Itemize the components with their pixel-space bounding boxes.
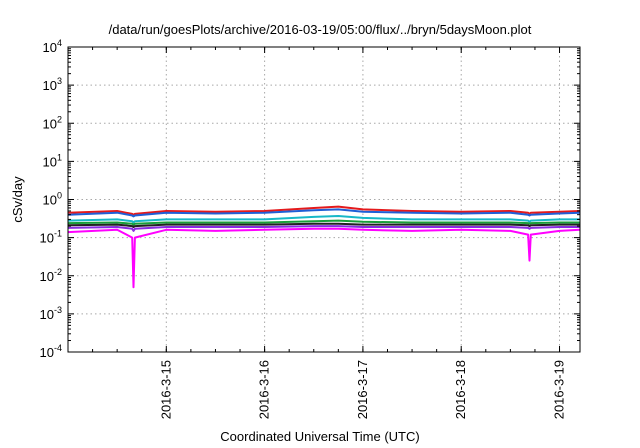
series-line-6 bbox=[67, 225, 580, 232]
series-layer bbox=[67, 205, 581, 289]
x-tick-label: 2016-3-18 bbox=[453, 360, 468, 419]
y-axis-ticks: 10-4 10-3 10-2 10-1 100 101 102 103 104 bbox=[40, 38, 580, 360]
x-tick-label: 2016-3-17 bbox=[355, 360, 370, 419]
y-tick-label: 100 bbox=[43, 191, 62, 208]
y-tick-label: 10-2 bbox=[40, 267, 62, 284]
y-tick-label: 104 bbox=[43, 38, 62, 55]
series-line-3 bbox=[67, 215, 580, 224]
y-tick-label: 101 bbox=[43, 152, 62, 169]
y-tick-label: 103 bbox=[43, 76, 62, 93]
y-tick-label: 10-1 bbox=[40, 229, 62, 246]
y-tick-label: 10-4 bbox=[40, 343, 62, 360]
x-tick-label: 2016-3-19 bbox=[552, 360, 567, 419]
series-line-1 bbox=[67, 205, 581, 216]
x-tick-label: 2016-3-16 bbox=[257, 360, 272, 419]
x-axis-label: Coordinated Universal Time (UTC) bbox=[220, 429, 420, 444]
x-tick-label: 2016-3-15 bbox=[158, 360, 173, 419]
series-line-5 bbox=[67, 222, 580, 228]
series-line-7 bbox=[67, 227, 581, 289]
chart-title: /data/run/goesPlots/archive/2016-03-19/0… bbox=[108, 22, 532, 37]
y-tick-label: 10-3 bbox=[40, 305, 62, 322]
y-tick-label: 102 bbox=[43, 114, 62, 131]
series-line-2 bbox=[67, 208, 581, 218]
x-axis-ticks: 2016-3-15 2016-3-16 2016-3-17 2016-3-18 2016… bbox=[67, 47, 567, 419]
grid-layer bbox=[68, 47, 580, 352]
y-axis-label: cSv/day bbox=[10, 176, 25, 223]
series-line-4 bbox=[67, 219, 580, 226]
